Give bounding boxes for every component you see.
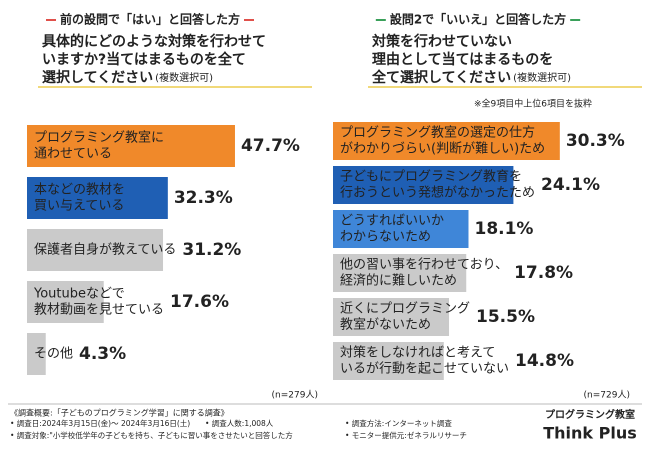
category-label: プログラミング教室に — [34, 130, 164, 146]
category-label: 行おうという発想がなかったため — [340, 185, 535, 201]
category-label: プログラミング教室の選定の仕方 — [340, 125, 535, 141]
footer-item: • 調査方法:インターネット調査 — [345, 418, 452, 428]
category-label: その他 — [34, 347, 73, 362]
category-label: がわかりづらい(判断が難しい)ため — [340, 142, 545, 157]
category-label: どうすればいいか — [340, 214, 444, 229]
footer-item: • 調査対象:"小学校低学年の子どもを持ち、子どもに習い事をさせたいと回答した方 — [10, 430, 293, 440]
question: 理由として当てはまるものを — [372, 51, 553, 68]
footer-item: • 調査人数:1,008人 — [205, 418, 274, 428]
category-label: 教材動画を見せている — [34, 302, 164, 318]
value-label: 47.7% — [241, 136, 300, 156]
footer-item: • モニター提供元:ゼネラルリサーチ — [345, 430, 467, 440]
sample-size: (n=279人) — [272, 390, 318, 401]
bar — [27, 281, 104, 323]
bar — [27, 177, 168, 219]
value-label: 24.1% — [541, 175, 600, 195]
question: 具体的にどのような対策を行わせて — [41, 33, 266, 50]
category-label: 教室がないため — [340, 317, 431, 333]
question: 全て選択してください — [371, 69, 511, 86]
value-label: 14.8% — [515, 351, 574, 371]
bar — [333, 166, 514, 204]
category-label: 近くにプログラミング — [340, 302, 470, 317]
category-label: 経済的に難しいため — [340, 273, 457, 289]
footer-heading: 《調査概要:「子どものプログラミング学習」に関する調査》 — [10, 408, 229, 418]
category-label: 本などの教材を — [34, 182, 125, 198]
note: ※全9項目中上位6項目を抜粋 — [474, 98, 592, 110]
value-label: 18.1% — [474, 219, 533, 239]
value-label: 4.3% — [79, 344, 126, 364]
value-label: 31.2% — [182, 240, 241, 260]
bar — [333, 122, 560, 160]
bar — [333, 254, 467, 292]
bar — [27, 229, 164, 271]
value-label: 30.3% — [566, 131, 625, 151]
category-label: 子どもにプログラミング教育を — [340, 169, 522, 185]
value-label: 15.5% — [476, 307, 535, 327]
category-label: 他の習い事を行わせており、 — [340, 258, 508, 273]
category-label: 対策をしなければと考えて — [340, 345, 495, 361]
footer-item: • 調査日:2024年3月15日(金)〜 2024年3月16日(土) — [10, 418, 190, 428]
value-label: 32.3% — [174, 188, 233, 208]
question: いますか?当てはまるものを全て — [42, 51, 246, 68]
group-label: 前の設問で「はい」と回答した方 — [60, 12, 240, 27]
question: 選択してください — [42, 69, 153, 86]
bar — [333, 298, 450, 336]
question-note: (複数選択可) — [513, 71, 571, 84]
question: 対策を行わせていない — [371, 33, 512, 50]
category-label: わからないため — [340, 230, 431, 245]
bar — [27, 333, 46, 375]
category-label: 保護者自身が教えている — [34, 242, 176, 258]
category-label: 買い与えている — [34, 199, 124, 214]
question-note: (複数選択可) — [155, 71, 213, 84]
value-label: 17.6% — [170, 292, 229, 312]
bar — [333, 210, 469, 248]
sample-size: (n=729人) — [584, 390, 630, 401]
group-label: 設問2で「いいえ」と回答した方 — [390, 12, 566, 27]
bar — [27, 125, 235, 167]
value-label: 17.8% — [514, 263, 573, 283]
category-label: Youtubeなどで — [33, 287, 125, 302]
category-label: 通わせている — [34, 147, 112, 162]
logo-main: Think Plus — [543, 424, 637, 443]
bar — [333, 342, 444, 380]
logo-top: プログラミング教室 — [545, 408, 635, 421]
category-label: いるが行動を起こせていない — [340, 362, 509, 377]
